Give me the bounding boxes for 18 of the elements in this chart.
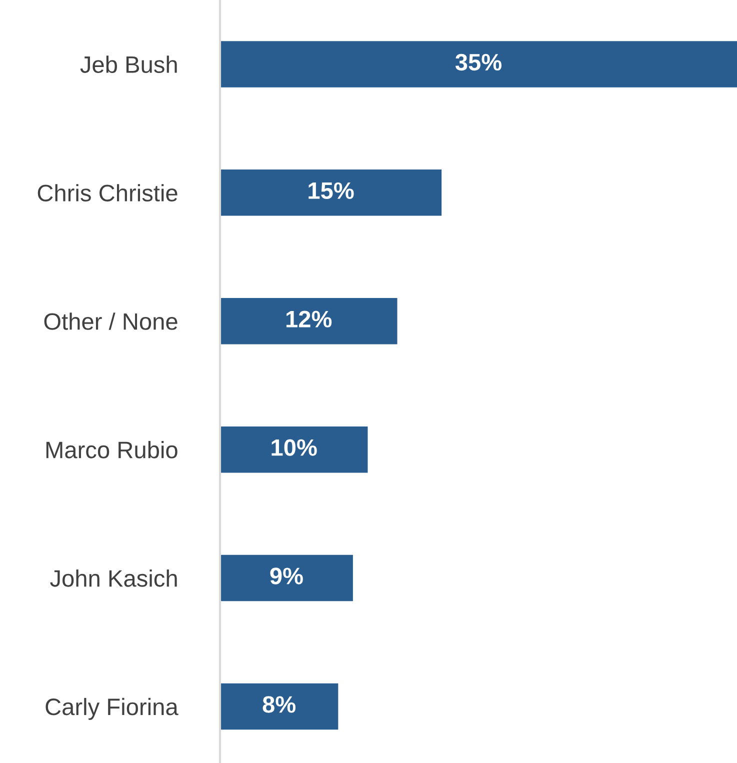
bar — [220, 41, 737, 88]
y-tick-label: John Kasich — [50, 569, 177, 587]
bar — [220, 170, 442, 216]
data-label: 8% — [262, 696, 296, 713]
data-label: 9% — [270, 568, 303, 584]
y-tick-label: Jeb Bush — [80, 56, 177, 74]
bar — [220, 554, 353, 602]
data-label: 15% — [308, 182, 354, 200]
y-tick-label: Other / None — [44, 312, 178, 330]
y-tick-label: Marco Rubio — [46, 441, 178, 458]
bar — [220, 683, 338, 730]
bar — [220, 426, 368, 473]
data-label: 10% — [272, 439, 317, 456]
data-label: 35% — [455, 54, 502, 71]
data-label: 12% — [286, 310, 332, 328]
bar — [220, 298, 398, 344]
y-tick-label: Chris Christie — [38, 184, 178, 202]
y-tick-label: Carly Fiorina — [46, 698, 178, 720]
